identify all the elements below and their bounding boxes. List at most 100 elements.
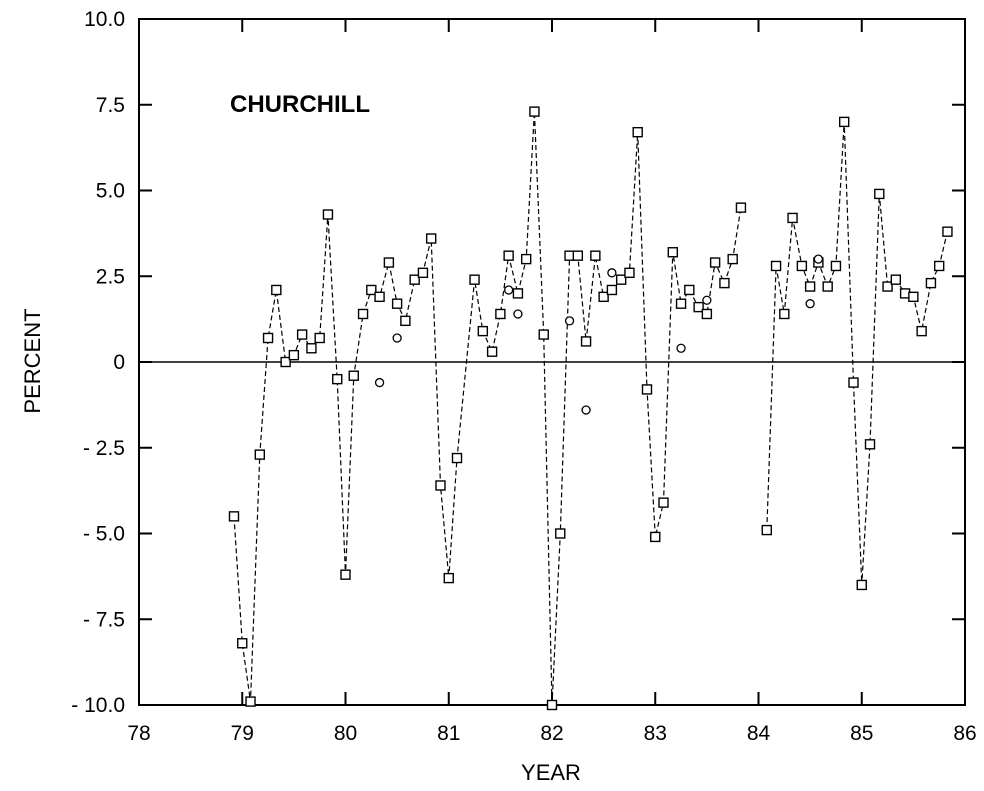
data-point-square: [735, 202, 747, 213]
x-tick-label: 78: [127, 722, 150, 745]
x-tick-label: 86: [953, 722, 976, 745]
data-point-square: [228, 511, 240, 522]
data-point-square: [624, 267, 635, 279]
data-point-square: [942, 226, 953, 237]
x-tick-label: 83: [644, 722, 667, 745]
data-point-square: [719, 277, 730, 289]
data-point-square: [822, 281, 833, 292]
data-point-square: [658, 497, 669, 508]
y-tick-label: 5.0: [96, 180, 125, 203]
x-tick-label: 79: [231, 722, 254, 745]
data-point-square: [555, 528, 566, 539]
data-point-square: [727, 253, 738, 265]
y-tick-label: 0: [113, 351, 125, 374]
data-point-square: [512, 288, 524, 299]
data-point-square: [435, 480, 446, 491]
data-point-square: [237, 638, 248, 649]
data-point-square: [296, 329, 308, 340]
data-point-square: [288, 349, 300, 361]
data-point-square: [332, 373, 343, 385]
y-tick-label: 10.0: [84, 8, 125, 31]
y-tick-label: - 10.0: [71, 694, 125, 717]
data-point-square: [503, 250, 514, 261]
data-point-square: [451, 452, 463, 464]
data-point-square: [400, 315, 411, 327]
y-tick-label: 2.5: [96, 265, 125, 288]
x-tick-label: 85: [850, 722, 873, 745]
data-point-square: [615, 274, 627, 285]
data-point-square: [916, 325, 927, 337]
x-tick-label: 84: [747, 722, 771, 745]
data-point-square: [495, 308, 506, 320]
y-axis-title: PERCENT: [20, 308, 45, 413]
data-point-square: [546, 699, 558, 711]
data-point-square: [693, 301, 704, 313]
data-point-square: [804, 281, 816, 292]
y-axis: - 10.0 - 7.5 - 5.0 - 2.5 0 2.5 5.0 7.5 10.0: [71, 8, 965, 717]
data-point-square: [477, 325, 489, 337]
y-tick-label: - 5.0: [83, 523, 125, 546]
data-point-circle: [581, 405, 591, 415]
data-point-square: [882, 281, 893, 292]
data-point-circle: [392, 333, 402, 343]
data-point-square: [486, 346, 498, 357]
data-point-square: [684, 284, 695, 296]
data-point-square: [606, 284, 618, 296]
data-point-square: [580, 336, 592, 347]
data-point-square: [890, 274, 902, 285]
data-point-square: [701, 308, 713, 320]
x-tick-label: 80: [334, 722, 357, 745]
y-tick-label: - 2.5: [83, 437, 125, 460]
series-line: [766, 121, 948, 586]
data-point-square: [306, 343, 317, 354]
y-tick-label: - 7.5: [83, 608, 125, 631]
data-point-square: [787, 212, 798, 224]
data-point-square: [366, 284, 377, 296]
chart-title: CHURCHILL: [230, 91, 370, 118]
data-point-square: [322, 209, 334, 220]
data-point-square: [796, 260, 808, 272]
data-point-square: [864, 439, 876, 450]
x-axis-title: YEAR: [521, 760, 581, 785]
data-point-square: [874, 188, 885, 200]
data-point-square: [590, 250, 601, 261]
series-line: [233, 111, 742, 706]
data-point-circle: [503, 285, 514, 295]
data-point-square: [443, 572, 454, 584]
data-point-circle: [676, 343, 686, 353]
data-point-square: [262, 332, 274, 344]
data-point-circle: [513, 309, 523, 319]
data-point-square: [383, 257, 395, 268]
data-point-square: [908, 291, 919, 303]
data-series: [228, 106, 953, 711]
data-point-square: [675, 298, 687, 309]
data-point-square: [856, 579, 867, 591]
data-point-circle: [805, 299, 815, 309]
data-point-square: [254, 449, 266, 460]
data-point-square: [848, 377, 859, 388]
data-point-square: [469, 274, 480, 285]
data-point-square: [650, 531, 661, 543]
data-point-square: [838, 116, 850, 128]
data-point-circle: [813, 254, 824, 264]
data-point-square: [271, 284, 282, 296]
data-point-square: [641, 384, 653, 395]
data-point-circle: [374, 377, 385, 388]
data-point-square: [348, 370, 359, 381]
data-point-square: [925, 277, 937, 289]
data-point-square: [391, 298, 403, 309]
data-point-square: [374, 291, 385, 303]
x-axis: 78 79 80 81 82 83 84 85 86: [127, 19, 977, 745]
data-point-square: [572, 250, 584, 261]
data-point-square: [417, 267, 429, 279]
data-point-square: [632, 126, 643, 138]
data-point-square: [280, 356, 291, 368]
data-point-square: [761, 524, 772, 536]
data-point-circle: [564, 316, 575, 326]
data-point-square: [667, 247, 679, 258]
data-point-square: [357, 308, 369, 320]
x-tick-label: 81: [437, 722, 460, 745]
data-point-circle: [607, 268, 617, 278]
data-point-square: [409, 274, 420, 285]
